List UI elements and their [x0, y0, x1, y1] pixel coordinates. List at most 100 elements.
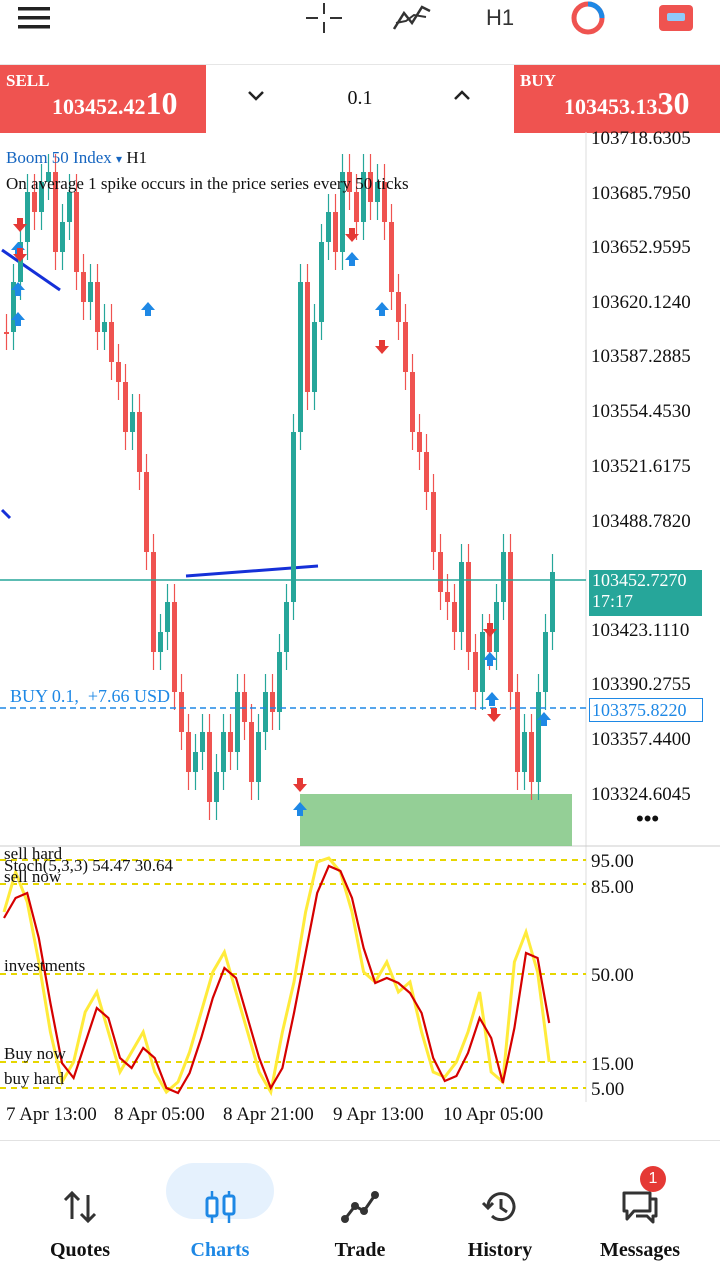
candle-body	[333, 212, 338, 252]
price-axis-label: 103423.1110	[591, 620, 690, 641]
crosshair-icon[interactable]	[304, 3, 344, 33]
bottom-navigation: Quotes Charts Trade History Messages	[0, 1140, 720, 1281]
candle-body	[193, 752, 198, 772]
stoch-signal-line	[3, 864, 551, 1095]
level-text-sell-now: sell now	[4, 867, 62, 886]
candle-body	[25, 192, 30, 242]
candle-body	[144, 472, 149, 552]
candle-body	[452, 602, 457, 632]
candle-body	[550, 572, 555, 632]
stoch-main-line	[2, 856, 551, 1097]
price-axis-label: 103554.4530	[591, 401, 691, 422]
candle-body	[165, 602, 170, 632]
stoch-level-label: 85.00	[591, 877, 634, 898]
buy-price: 103453.1330	[564, 85, 690, 121]
price-chart[interactable]	[0, 132, 720, 1140]
candle-body	[137, 412, 142, 472]
trend-line	[0, 508, 12, 520]
sell-signal-arrow	[293, 778, 307, 792]
candle-body	[459, 562, 464, 632]
active-tab-indicator	[166, 1163, 274, 1219]
candle-body	[249, 722, 254, 782]
sell-signal-arrow	[345, 228, 359, 242]
time-axis-label: 9 Apr 13:00	[333, 1104, 424, 1125]
candle-body	[501, 552, 506, 602]
indicators-icon[interactable]	[390, 4, 434, 32]
sell-button[interactable]: SELL 103452.4210	[0, 65, 206, 133]
decrease-lot-button[interactable]	[246, 85, 266, 111]
candle-body	[102, 322, 107, 332]
one-click-trade-bar: SELL 103452.4210 0.1 BUY 103453.1330	[0, 64, 720, 133]
level-text-investments: investments	[4, 956, 86, 975]
buy-button[interactable]: BUY 103453.1330	[514, 65, 720, 133]
buy-signal-arrow	[293, 802, 307, 816]
candle-body	[389, 222, 394, 292]
candle-body	[438, 552, 443, 592]
candle-body	[88, 282, 93, 302]
candle-body	[179, 692, 184, 732]
candle-body	[494, 602, 499, 652]
candle-body	[319, 242, 324, 322]
stoch-level-label: 95.00	[591, 851, 634, 872]
account-icon[interactable]	[656, 4, 696, 32]
trend-line	[1, 248, 61, 292]
candle-body	[473, 652, 478, 692]
candle-body	[466, 562, 471, 652]
candle-body	[81, 272, 86, 302]
candle-body	[291, 432, 296, 602]
candles-icon	[205, 1191, 236, 1223]
more-options-icon[interactable]: •••	[636, 806, 660, 831]
level-text-sell-hard: sell hard	[4, 844, 63, 863]
time-axis-label: 8 Apr 05:00	[114, 1104, 205, 1125]
candle-body	[431, 492, 436, 552]
candle-body	[11, 282, 16, 332]
candle-body	[235, 692, 240, 752]
price-axis-label: 103685.7950	[591, 183, 691, 204]
candle-body	[158, 632, 163, 652]
buy-signal-arrow	[485, 692, 499, 706]
menu-icon[interactable]	[16, 4, 52, 32]
trend-line	[185, 564, 319, 578]
candle-body	[347, 172, 352, 192]
candle-body	[46, 172, 51, 182]
price-axis-label: 103587.2885	[591, 346, 691, 367]
sell-label: SELL	[6, 71, 50, 90]
candle-body	[480, 632, 485, 692]
candle-body	[326, 212, 331, 242]
candle-body	[305, 282, 310, 392]
messages-icon	[622, 1191, 658, 1224]
candle-body	[298, 282, 303, 432]
candle-body	[130, 412, 135, 432]
price-axis-label: 103521.6175	[591, 456, 691, 477]
level-text-buy-now: Buy now	[4, 1044, 66, 1063]
candle-body	[375, 182, 380, 202]
timeframe-button[interactable]: H1	[485, 5, 515, 30]
price-axis-label: 103652.9595	[591, 237, 691, 258]
level-text-buy-hard: buy hard	[4, 1069, 64, 1088]
sell-signal-arrow	[13, 218, 27, 232]
candle-body	[95, 282, 100, 332]
buy-signal-arrow	[11, 312, 25, 326]
symbol-label[interactable]: Boom 50 Index ▾ H1	[6, 148, 148, 167]
trade-line-icon	[341, 1191, 379, 1223]
increase-lot-button[interactable]	[452, 85, 472, 111]
candle-body	[361, 172, 366, 222]
candle-body	[263, 692, 268, 732]
lot-size-field[interactable]: 0.1	[347, 87, 373, 109]
candle-body	[4, 332, 9, 334]
candle-body	[277, 652, 282, 712]
object-icon[interactable]	[568, 1, 608, 35]
sell-signal-arrow	[13, 248, 27, 262]
position-price-tag: 103375.8220	[589, 698, 703, 722]
candle-body	[60, 222, 65, 252]
stoch-level-label: 50.00	[591, 965, 634, 986]
candle-body	[242, 692, 247, 722]
candle-body	[74, 192, 79, 272]
candle-body	[445, 592, 450, 602]
candle-body	[53, 172, 58, 252]
candle-body	[529, 732, 534, 782]
candle-body	[256, 732, 261, 782]
price-axis-label: 103488.7820	[591, 511, 691, 532]
candle-body	[109, 322, 114, 362]
candle-body	[354, 192, 359, 222]
